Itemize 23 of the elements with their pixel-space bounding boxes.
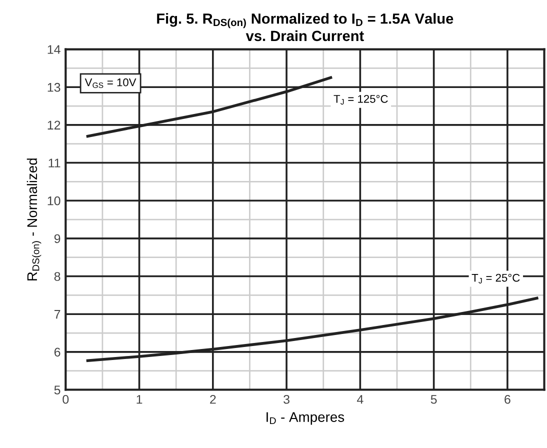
x-tick-label: 0	[62, 394, 69, 404]
x-tick-label: 1	[136, 395, 142, 404]
chart-title: Fig. 5. R$_{DS(on)}$ Normalized to I$_{D}$ = 1.5A Value vs. Drain Current	[157, 13, 454, 42]
y-tick-label: 6	[54, 348, 60, 357]
x-tick-label: 6	[504, 394, 510, 404]
y-tick-label: 7	[54, 310, 60, 319]
y-tick-label: 14	[48, 45, 60, 54]
x-axis-title: I$_{D}$ - Amperes	[266, 412, 344, 425]
y-tick-label: 12	[48, 120, 60, 130]
x-tick-label: 5	[430, 395, 437, 404]
y-tick-label: 10	[48, 196, 60, 206]
series-label: T$_{J}$ = 125°C	[334, 94, 388, 105]
y-tick-label: 9	[54, 234, 60, 244]
y-tick-label: 5	[54, 386, 60, 394]
x-tick-label: 2	[210, 394, 216, 404]
y-tick-label: 13	[48, 82, 60, 92]
y-axis-title: R$_{DS(on)}$ - Normalized	[26, 158, 42, 280]
x-tick-label: 4	[356, 395, 364, 404]
x-tick-label: 3	[284, 394, 290, 404]
y-tick-label: 8	[54, 272, 60, 281]
series-label: T$_{J}$ = 25°C	[472, 274, 520, 284]
y-tick-label: 11	[48, 158, 60, 168]
annotation: V$_{GS}$ = 10V	[84, 78, 136, 88]
